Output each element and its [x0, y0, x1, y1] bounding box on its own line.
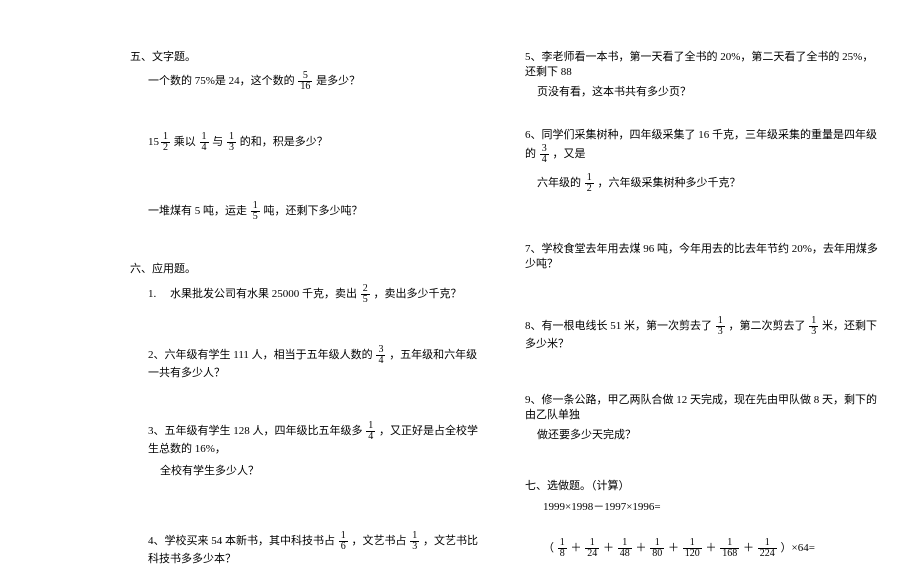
section-7-heading: 七、选做题。（计算）: [525, 479, 880, 494]
q5b-mixed: 15 1 2: [148, 132, 171, 153]
q5c-frac: 1 5: [251, 201, 260, 222]
q5b: 15 1 2 乘以 1 4 与 1 3 的和，积是多少？: [130, 132, 485, 153]
q6-4-f2: 1 3: [410, 531, 419, 552]
r-q5-line2: 页没有看，这本书共有多少页？: [525, 85, 880, 100]
q5c: 一堆煤有 5 吨，运走 1 5 吨，还剩下多少吨？: [130, 201, 485, 222]
q5b-f3: 1 3: [227, 132, 236, 153]
q6-3: 3、五年级有学生 128 人，四年级比五年级多 1 4 ，又正好是占全校学生总数…: [130, 421, 485, 479]
q6-2-frac: 3 4: [376, 345, 385, 366]
q6-4-f1: 1 6: [339, 531, 348, 552]
r-q6-f2: 1 2: [585, 173, 594, 194]
q6-3-frac: 1 4: [366, 421, 375, 442]
q5a-post: 是多少？: [316, 75, 360, 87]
q5a: 一个数的 75%是 24，这个数的 5 16 是多少？: [130, 71, 485, 92]
r-q9: 9、修一条公路，甲乙两队合做 12 天完成，现在先由甲队做 8 天，剩下的由乙队…: [525, 393, 880, 443]
r-q6-line2: 六年级的 1 2 ，六年级采集树种多少千克？: [525, 173, 880, 194]
q6-2: 2、六年级有学生 111 人，相当于五年级人数的 3 4 ，五年级和六年级一共有…: [130, 345, 485, 381]
r-q8-f1: 1 3: [716, 316, 725, 337]
r-q6-f1: 3 4: [540, 144, 549, 165]
q7a: 1999×1998－1997×1996=: [525, 500, 880, 515]
section-6-heading: 六、应用题。: [130, 262, 485, 277]
page: 五、文字题。 一个数的 75%是 24，这个数的 5 16 是多少？ 15 1 …: [0, 0, 920, 566]
q5b-f2: 1 4: [200, 132, 209, 153]
q7b: （ 18 ＋ 124 ＋ 148 ＋ 180 ＋ 1120 ＋ 1168 ＋ 1…: [525, 538, 880, 559]
r-q9-line2: 做还要多少天完成？: [525, 428, 880, 443]
left-column: 五、文字题。 一个数的 75%是 24，这个数的 5 16 是多少？ 15 1 …: [130, 50, 515, 536]
r-q7: 7、学校食堂去年用去煤 96 吨，今年用去的比去年节约 20%，去年用煤多少吨？: [525, 242, 880, 273]
r-q6: 6、同学们采集树种，四年级采集了 16 千克，三年级采集的重量是四年级的 3 4…: [525, 128, 880, 193]
r-q5: 5、李老师看一本书，第一天看了全书的 20%，第二天看了全书的 25%，还剩下 …: [525, 50, 880, 100]
r-q8: 8、有一根电线长 51 米，第一次剪去了 1 3 ，第二次剪去了 1 3 米，还…: [525, 316, 880, 352]
section-5-heading: 五、文字题。: [130, 50, 485, 65]
q6-4: 4、学校买来 54 本新书，其中科技书占 1 6 ，文艺书占 1 3 ，文艺书比…: [130, 531, 485, 567]
q6-1-frac: 2 5: [361, 284, 370, 305]
q6-3-line2: 全校有学生多少人？: [148, 464, 485, 479]
right-column: 5、李老师看一本书，第一天看了全书的 20%，第二天看了全书的 25%，还剩下 …: [515, 50, 880, 536]
q5a-frac: 5 16: [298, 71, 312, 92]
r-q8-f2: 1 3: [809, 316, 818, 337]
q6-1: 1. 水果批发公司有水果 25000 千克，卖出 2 5 ，卖出多少千克？: [130, 284, 485, 305]
q5a-pre: 一个数的 75%是 24，这个数的: [148, 75, 295, 87]
